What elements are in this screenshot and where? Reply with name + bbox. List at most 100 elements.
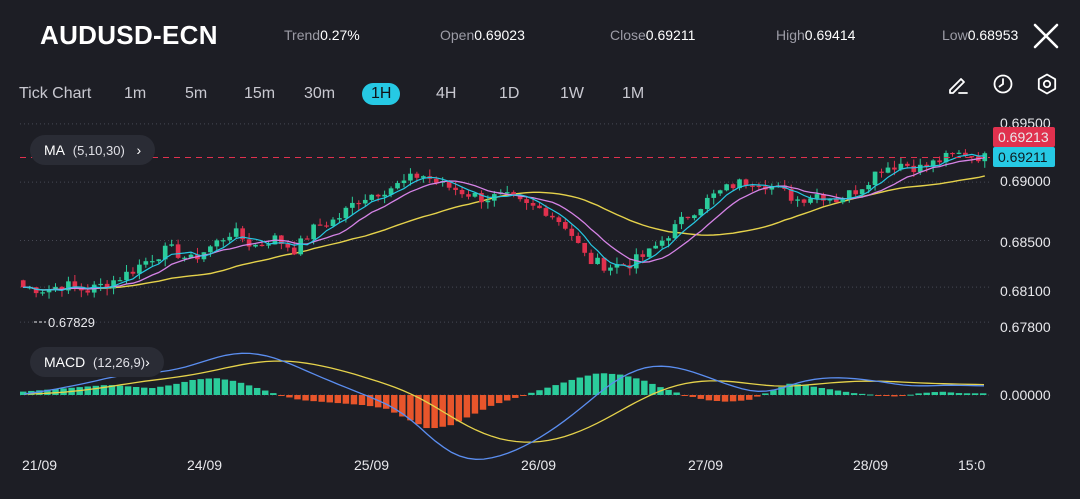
draw-button[interactable] <box>946 72 970 96</box>
ma-label: MA <box>44 142 65 158</box>
macd-bar <box>697 395 705 399</box>
close-button[interactable] <box>1032 22 1060 50</box>
macd-bar <box>875 395 882 396</box>
candle-body <box>330 219 336 227</box>
macd-bar <box>762 393 769 395</box>
macd-bar <box>157 386 164 395</box>
tab-tick-chart[interactable]: Tick Chart <box>19 85 92 102</box>
tab-30m[interactable]: 30m <box>304 85 336 102</box>
macd-indicator-button[interactable]: MACD (12,26,9)› <box>30 347 164 377</box>
candle-body <box>866 185 871 190</box>
macd-bar <box>84 386 91 395</box>
tab-1m-month[interactable]: 1M <box>622 85 645 102</box>
candle-body <box>350 202 355 208</box>
candle-body <box>53 286 58 290</box>
candle-body <box>685 216 691 219</box>
macd-bar <box>786 383 793 395</box>
candle-body <box>233 228 239 237</box>
candle-body <box>395 183 400 189</box>
candle-body <box>479 192 484 203</box>
candle-body <box>808 198 813 203</box>
macd-bar <box>245 385 253 395</box>
macd-bar <box>608 373 616 395</box>
macd-bar <box>826 389 834 395</box>
candle-body <box>111 280 116 289</box>
macd-bar <box>342 395 350 404</box>
tab-5m[interactable]: 5m <box>185 85 208 102</box>
tab-15m[interactable]: 15m <box>244 85 276 102</box>
candle-body <box>220 240 226 242</box>
candle-body <box>595 257 600 265</box>
trend-value: 0.27% <box>320 27 360 43</box>
tab-4h[interactable]: 4H <box>436 85 457 102</box>
macd-bar <box>633 378 640 395</box>
candle-body <box>143 261 149 265</box>
macd-bar <box>649 383 656 395</box>
macd-bar <box>600 373 608 395</box>
macd-bar <box>189 380 196 395</box>
candle-body <box>562 222 568 229</box>
macd-bar <box>36 390 43 395</box>
candle-body <box>453 187 458 190</box>
macd-bar <box>504 395 511 401</box>
ma-params: (5,10,30) <box>72 143 125 158</box>
candle-body <box>46 289 52 293</box>
candle-body <box>724 184 729 191</box>
date-tick: 21/09 <box>22 457 57 473</box>
tab-1h[interactable]: 1H <box>362 83 401 105</box>
price-chart[interactable]: 0.69500 0.69000 0.68500 0.68100 0.67800 … <box>0 110 1080 499</box>
candle-body <box>659 240 665 246</box>
close-icon <box>1033 23 1059 49</box>
candle-body <box>640 254 646 257</box>
candle-body <box>853 190 859 195</box>
timer-button[interactable] <box>991 72 1015 96</box>
close-label: Close <box>610 27 646 43</box>
macd-bar <box>173 383 180 395</box>
candle-body <box>472 192 478 197</box>
candle-body <box>692 215 697 219</box>
candle-body <box>388 188 394 195</box>
open-value: 0.69023 <box>474 27 525 43</box>
macd-bar <box>528 392 535 395</box>
date-tick: 15:0 <box>958 457 985 473</box>
candle-body <box>485 200 491 203</box>
candle-body <box>698 209 704 216</box>
macd-bar <box>818 387 826 395</box>
date-tick: 25/09 <box>354 457 389 473</box>
tab-1d[interactable]: 1D <box>499 85 520 102</box>
macd-bar <box>326 395 333 403</box>
candle-body <box>801 199 807 203</box>
candle-body <box>969 156 975 158</box>
candle-body <box>924 164 930 167</box>
ma-indicator-button[interactable]: MA (5,10,30) › <box>30 135 156 165</box>
macd-bar <box>237 382 245 395</box>
macd-bar <box>302 395 309 401</box>
macd-bar <box>770 390 777 395</box>
low-label: Low <box>942 27 968 43</box>
candle-body <box>885 167 891 173</box>
macd-bar <box>520 395 527 396</box>
macd-bar <box>867 394 874 396</box>
open-label: Open <box>440 27 475 43</box>
candle-body <box>459 189 465 195</box>
tab-1w[interactable]: 1W <box>560 85 584 102</box>
macd-bar <box>746 395 753 400</box>
candle-body <box>317 224 323 226</box>
macd-bar <box>463 395 471 418</box>
settings-button[interactable] <box>1035 72 1059 96</box>
high-value: 0.69414 <box>804 27 856 43</box>
candle-body <box>750 185 755 187</box>
bid-price-badge-bg <box>993 147 1055 167</box>
macd-bar <box>963 393 971 395</box>
candle-body <box>711 193 717 198</box>
macd-bar <box>431 395 438 429</box>
macd-bar <box>536 390 543 395</box>
candle-body <box>704 197 710 210</box>
candles <box>20 149 988 299</box>
tab-1m[interactable]: 1m <box>124 85 147 102</box>
candle-body <box>162 245 168 260</box>
macd-bar <box>850 393 858 395</box>
candle-body <box>188 254 194 258</box>
candle-body <box>517 195 523 200</box>
candle-body <box>408 173 413 181</box>
